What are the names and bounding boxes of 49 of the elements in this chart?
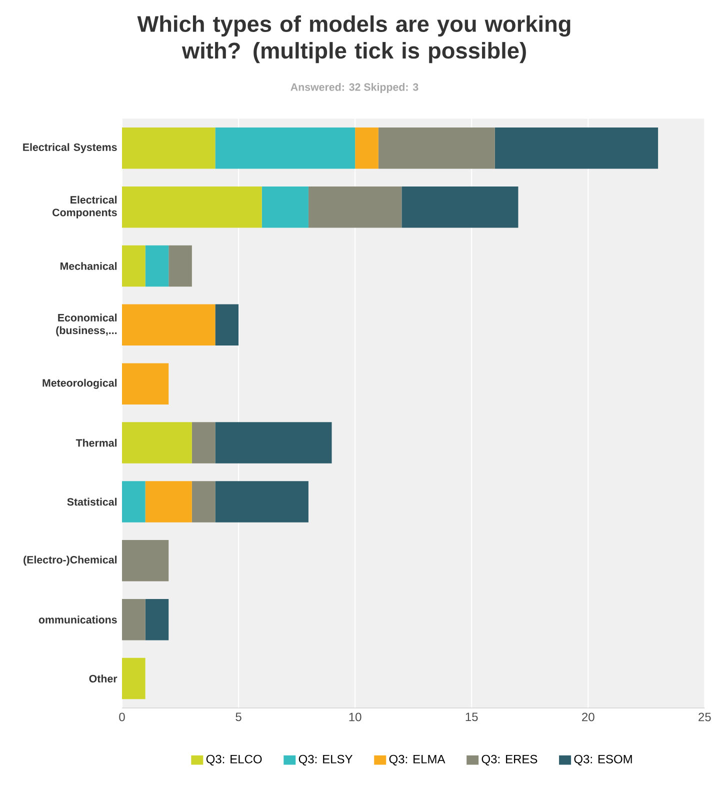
y-tick-label: Economical (business,... <box>56 314 117 336</box>
bar <box>122 481 146 522</box>
bar <box>122 598 146 640</box>
legend-label: Q3: ELCO <box>206 754 262 766</box>
y-tick-label: (Electro-)Chemical <box>24 556 117 566</box>
x-tick-label: 25 <box>698 712 711 722</box>
bar <box>215 128 356 169</box>
bar <box>262 186 309 228</box>
bar <box>378 128 496 169</box>
bar <box>122 363 169 404</box>
bar <box>355 128 378 169</box>
bar <box>215 422 332 464</box>
bar <box>122 422 192 464</box>
bar <box>192 422 216 464</box>
y-tick-label: Electrical Systems <box>23 143 117 154</box>
y-tick-label: Statistical <box>67 498 117 506</box>
bar <box>122 128 216 169</box>
bar <box>308 186 402 228</box>
x-tick-label: 10 <box>349 712 362 722</box>
bar <box>145 481 192 522</box>
x-tick-label: 20 <box>582 712 594 722</box>
bar <box>122 540 169 582</box>
bar <box>215 481 309 522</box>
legend-label: Q3: ESOM <box>574 754 632 766</box>
y-tick-label: Electrical Components <box>52 196 117 218</box>
legend-label: Q3: ELMA <box>389 754 446 766</box>
legend-label: Q3: ELSY <box>298 754 353 766</box>
x-tick-label: 0 <box>119 712 125 722</box>
x-tick-label: 15 <box>466 712 478 722</box>
bar <box>402 186 518 228</box>
bar <box>495 128 658 169</box>
bar <box>145 598 169 640</box>
bar <box>192 481 216 522</box>
bar <box>122 304 216 346</box>
bar <box>122 245 146 287</box>
legend-label: Q3: ERES <box>482 754 538 766</box>
bar <box>122 658 146 700</box>
chart-title: Which types of models are you working with? (multiple tick is possible) <box>137 15 570 64</box>
y-tick-label: Other <box>89 674 118 682</box>
y-tick-label: Mechanical <box>60 262 117 270</box>
x-tick-label: 5 <box>236 712 242 722</box>
bar <box>215 304 239 346</box>
chart-subtitle: Answered: 32 Skipped: 3 <box>290 83 418 93</box>
bar <box>168 245 192 287</box>
y-tick-label: ommunications <box>38 616 117 624</box>
bar <box>122 186 262 228</box>
y-tick-label: Meteorological <box>42 378 117 389</box>
bar <box>145 245 169 287</box>
y-tick-label: Thermal <box>76 438 117 447</box>
